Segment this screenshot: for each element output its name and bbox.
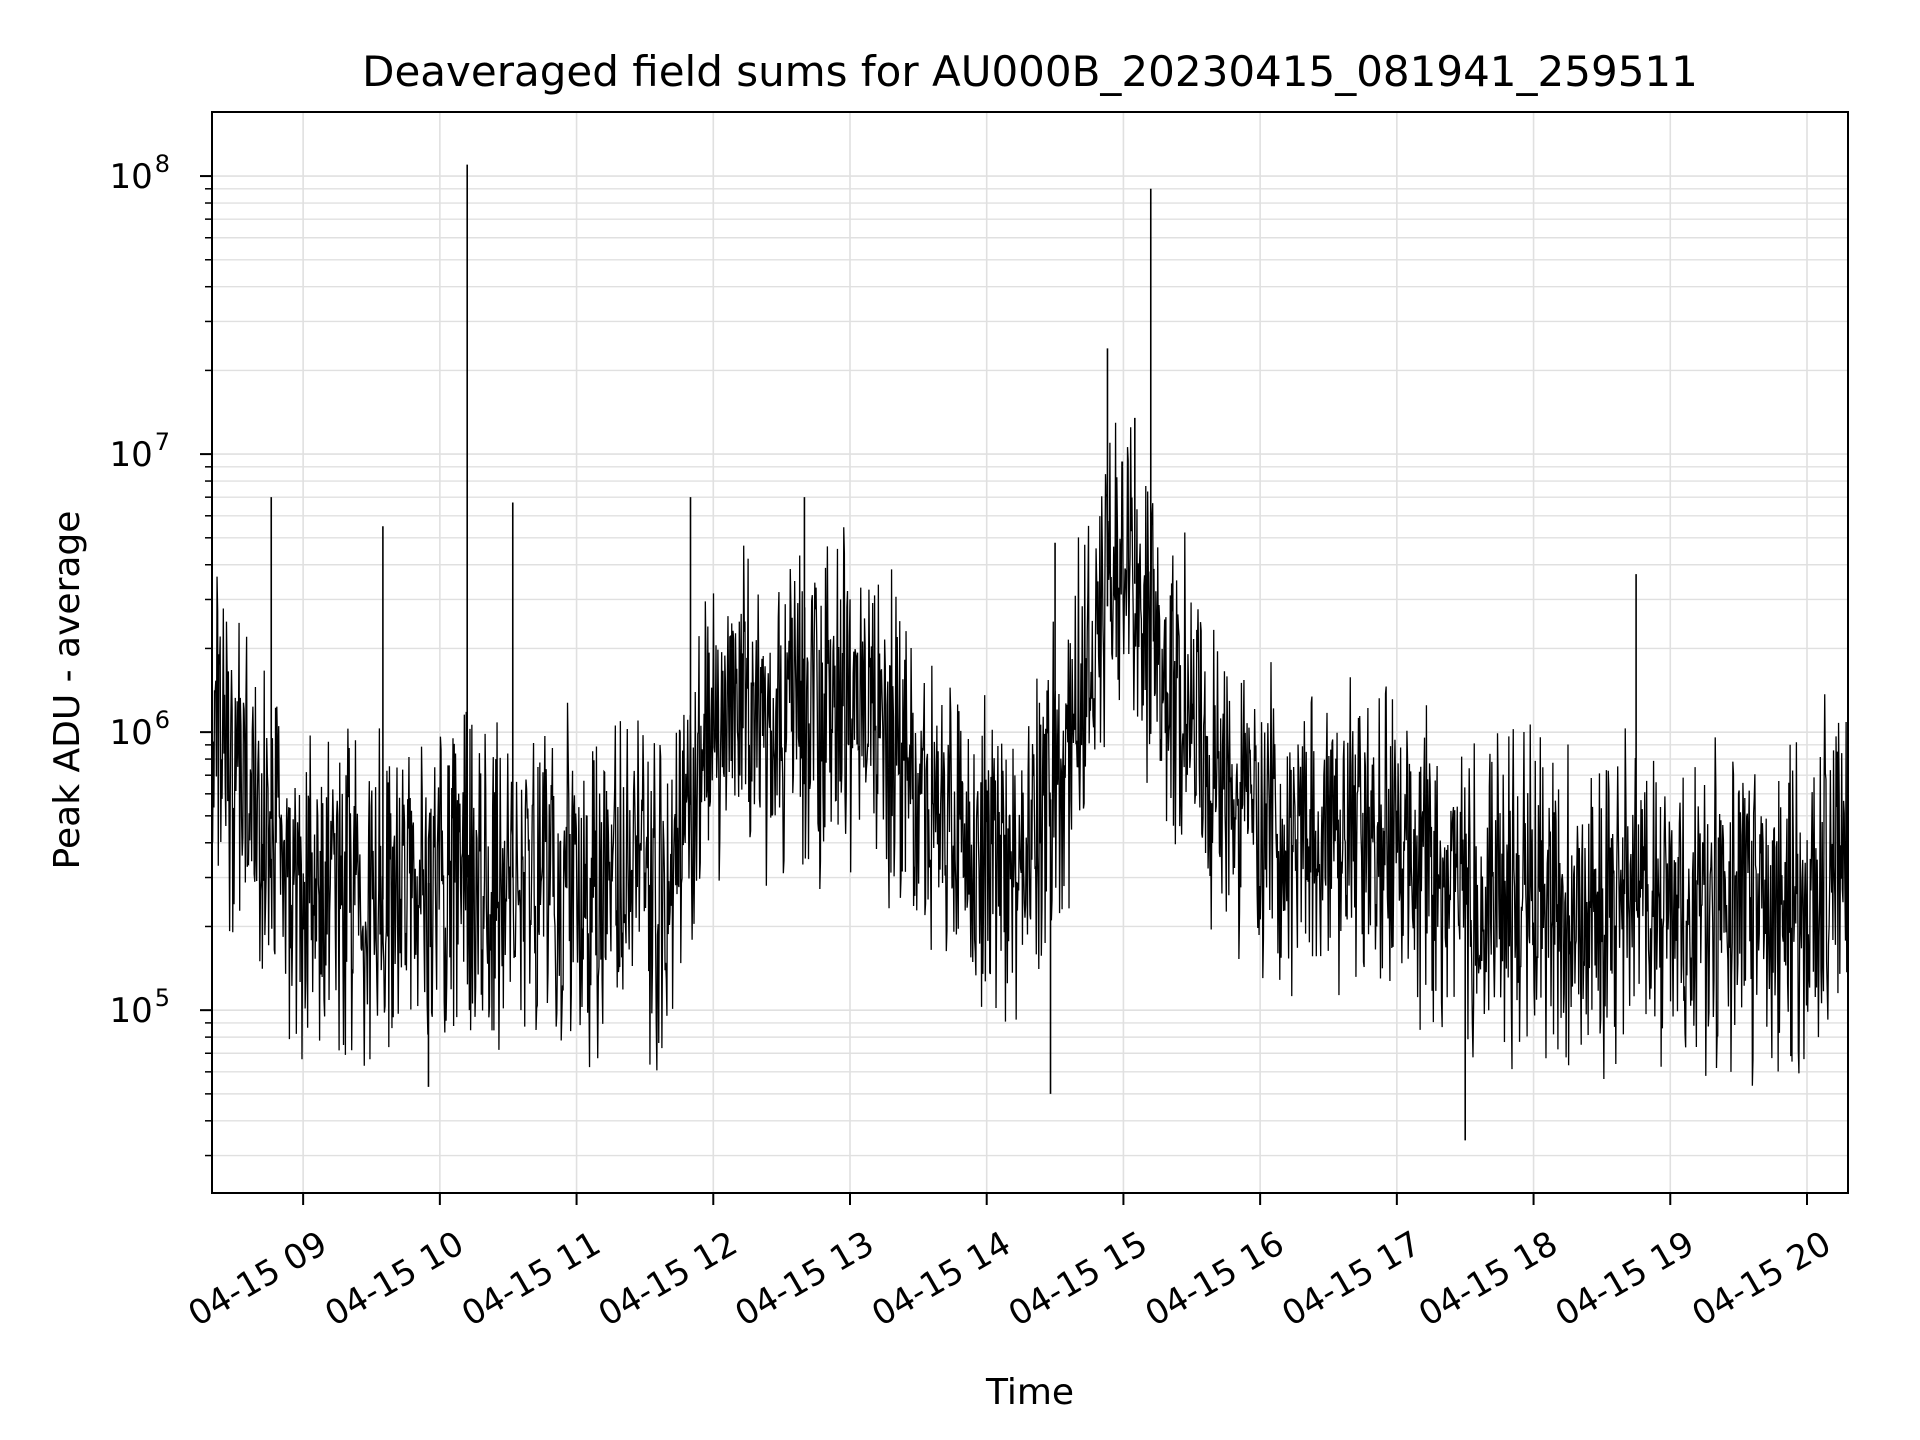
- y-tick-label: 108: [109, 150, 170, 197]
- plot-frame: [211, 111, 1849, 1194]
- y-tick-exponent: 8: [155, 150, 170, 178]
- x-axis-label: Time: [985, 1372, 1074, 1413]
- y-axis-label: Peak ADU - average: [47, 511, 88, 870]
- y-tick-label: 106: [109, 706, 170, 753]
- plot-area: [212, 164, 1848, 1141]
- chart-title: Deaveraged field sums for AU000B_2023041…: [362, 47, 1698, 96]
- series-line: [212, 422, 1848, 1086]
- y-tick-exponent: 6: [155, 706, 170, 734]
- grid: [212, 112, 1848, 1193]
- y-tick-exponent: 5: [155, 984, 170, 1012]
- y-tick-exponent: 7: [155, 428, 170, 456]
